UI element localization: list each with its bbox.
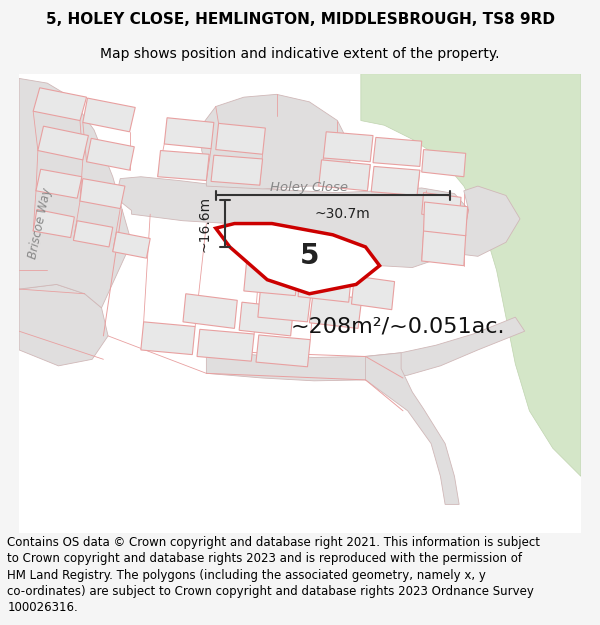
Polygon shape — [371, 166, 420, 196]
Text: HM Land Registry. The polygons (including the associated geometry, namely x, y: HM Land Registry. The polygons (includin… — [7, 569, 486, 581]
Polygon shape — [422, 192, 461, 219]
Text: Holey Close: Holey Close — [271, 181, 349, 194]
Polygon shape — [83, 98, 135, 132]
Polygon shape — [202, 94, 352, 189]
Polygon shape — [298, 269, 352, 302]
Polygon shape — [197, 329, 254, 361]
Text: Map shows position and indicative extent of the property.: Map shows position and indicative extent… — [100, 47, 500, 61]
Polygon shape — [422, 149, 466, 177]
Polygon shape — [158, 151, 209, 181]
Polygon shape — [80, 179, 125, 209]
Polygon shape — [440, 186, 520, 256]
Text: ~208m²/~0.051ac.: ~208m²/~0.051ac. — [290, 316, 505, 336]
Polygon shape — [36, 169, 82, 198]
Polygon shape — [38, 126, 88, 160]
Polygon shape — [424, 202, 467, 236]
Polygon shape — [361, 74, 581, 476]
Text: co-ordinates) are subject to Crown copyright and database rights 2023 Ordnance S: co-ordinates) are subject to Crown copyr… — [7, 585, 534, 598]
Polygon shape — [365, 352, 459, 504]
Polygon shape — [206, 317, 524, 381]
Polygon shape — [310, 293, 362, 328]
Polygon shape — [19, 284, 108, 366]
Text: Briscoe Way: Briscoe Way — [26, 187, 53, 260]
Polygon shape — [319, 160, 370, 191]
Polygon shape — [352, 276, 395, 309]
Polygon shape — [256, 335, 310, 367]
Text: 5: 5 — [299, 242, 319, 271]
Polygon shape — [19, 78, 131, 308]
Polygon shape — [183, 294, 237, 328]
Polygon shape — [118, 177, 469, 268]
Polygon shape — [373, 138, 422, 166]
Text: 5, HOLEY CLOSE, HEMLINGTON, MIDDLESBROUGH, TS8 9RD: 5, HOLEY CLOSE, HEMLINGTON, MIDDLESBROUG… — [46, 12, 554, 28]
Polygon shape — [73, 221, 113, 247]
Polygon shape — [86, 138, 134, 170]
Text: Contains OS data © Crown copyright and database right 2021. This information is : Contains OS data © Crown copyright and d… — [7, 536, 540, 549]
Text: to Crown copyright and database rights 2023 and is reproduced with the permissio: to Crown copyright and database rights 2… — [7, 552, 522, 565]
Text: 100026316.: 100026316. — [7, 601, 78, 614]
Polygon shape — [33, 209, 74, 238]
Polygon shape — [211, 155, 263, 185]
Text: ~16.6m: ~16.6m — [198, 196, 212, 252]
Polygon shape — [244, 261, 298, 296]
Polygon shape — [216, 123, 265, 154]
Polygon shape — [164, 118, 214, 149]
Polygon shape — [239, 302, 293, 336]
Polygon shape — [19, 74, 581, 532]
Polygon shape — [113, 232, 150, 258]
Polygon shape — [422, 230, 466, 266]
Polygon shape — [216, 224, 380, 294]
Polygon shape — [258, 286, 311, 322]
Polygon shape — [141, 322, 195, 354]
Polygon shape — [323, 132, 373, 162]
Polygon shape — [33, 88, 86, 121]
Text: ~30.7m: ~30.7m — [314, 207, 370, 221]
